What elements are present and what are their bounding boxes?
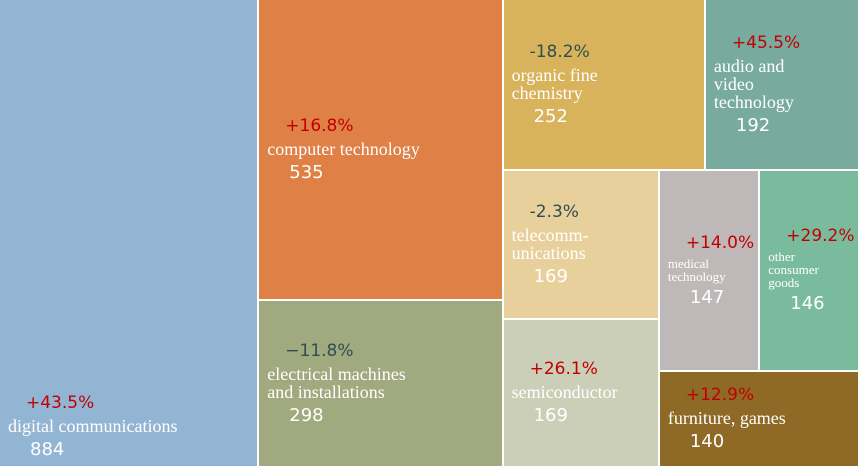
- tile: +26.1% semiconductor 169: [503, 319, 658, 466]
- change-label: +45.5%: [731, 33, 801, 53]
- value-label: 146: [790, 293, 825, 315]
- change-label: -2.3%: [529, 201, 579, 222]
- value-label: 140: [689, 431, 725, 453]
- tile: +45.5% audio and video technology 192: [705, 0, 858, 170]
- value-label: 884: [30, 439, 65, 460]
- value-label: 169: [533, 405, 568, 427]
- category-label: medical technology: [667, 255, 726, 284]
- tile: −11.8% electrical machines and installati…: [259, 300, 502, 466]
- category-label: other consumer goods: [768, 249, 819, 291]
- category-label: telecomm- unications: [511, 224, 589, 263]
- category-label: organic fine chemistry: [511, 65, 598, 103]
- change-label: +16.8%: [285, 115, 354, 136]
- tile: +12.9% furniture, games 140: [659, 371, 858, 466]
- tile: +16.8% computer technology 535: [259, 0, 502, 299]
- category-label: furniture, games: [667, 408, 786, 429]
- change-label: +29.2%: [786, 226, 855, 247]
- category-label: computer technology: [267, 138, 420, 159]
- tile: +14.0% medical technology 147: [659, 171, 759, 370]
- value-label: 535: [289, 161, 324, 183]
- category-label: digital communications: [8, 416, 178, 436]
- value-label: 252: [533, 106, 568, 127]
- value-label: 298: [289, 404, 324, 426]
- tile: -2.3% telecomm- unications 169: [503, 171, 658, 318]
- category-label: audio and video technology: [713, 56, 794, 112]
- change-label: +12.9%: [685, 385, 755, 406]
- category-label: semiconductor: [511, 382, 618, 403]
- value-label: 147: [689, 286, 725, 308]
- change-label: -18.2%: [529, 42, 590, 62]
- tile: +29.2% other consumer goods 146: [760, 171, 858, 370]
- value-label: 192: [735, 115, 771, 136]
- change-label: −11.8%: [285, 340, 354, 361]
- tile: -18.2% organic fine chemistry 252: [503, 0, 704, 170]
- tile: +43.5% digital communications 884: [0, 0, 258, 466]
- category-label: electrical machines and installations: [267, 363, 406, 402]
- value-label: 169: [533, 265, 568, 287]
- change-label: +14.0%: [685, 232, 755, 253]
- change-label: +43.5%: [26, 393, 95, 413]
- change-label: +26.1%: [529, 359, 598, 380]
